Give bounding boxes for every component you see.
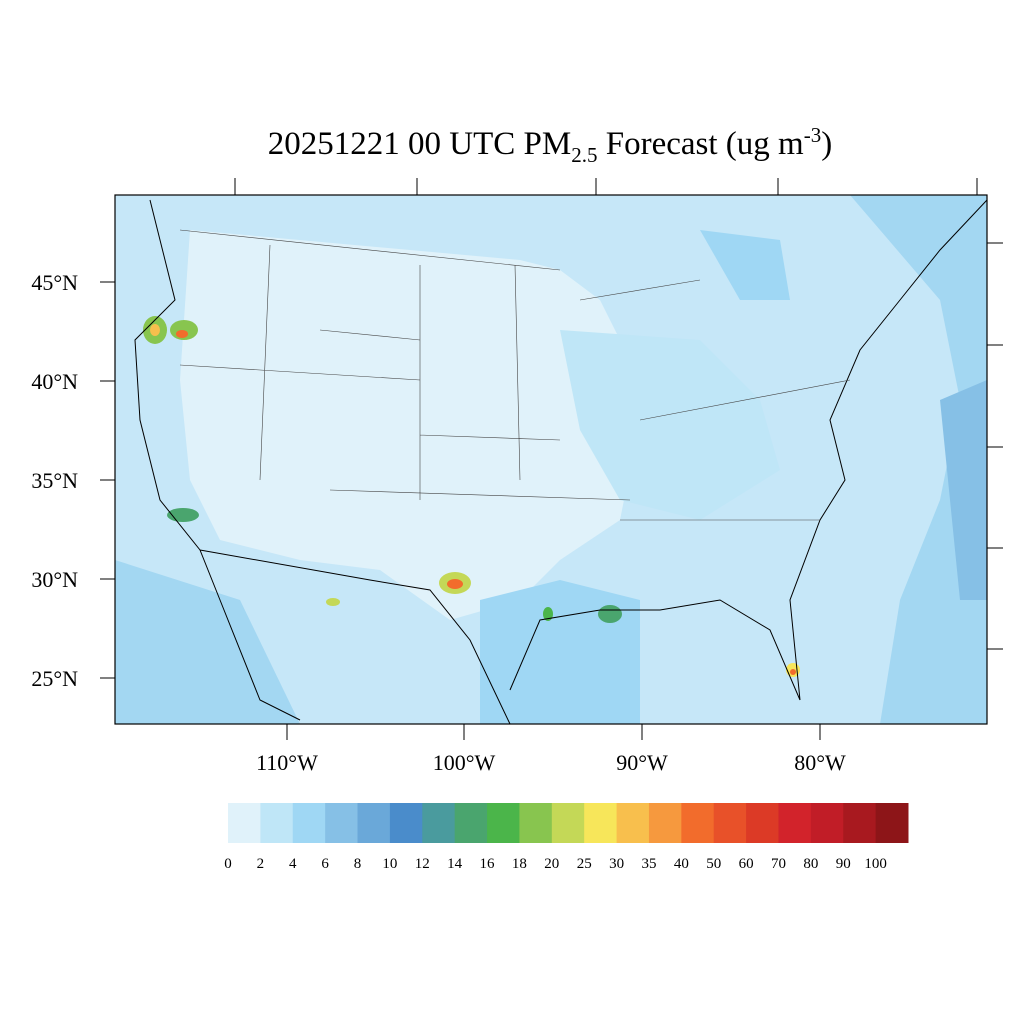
colorbar-label: 2	[257, 856, 265, 872]
lon-label: 80°W	[794, 750, 846, 775]
colorbar-label: 16	[480, 856, 496, 872]
colorbar-label: 70	[771, 856, 786, 872]
colorbar-box	[746, 803, 779, 843]
title-sub: 2.5	[571, 143, 597, 167]
colorbar-box	[519, 803, 553, 843]
lon-label: 100°W	[433, 750, 496, 775]
colorbar-label: 14	[447, 856, 463, 872]
title-end: )	[821, 126, 832, 162]
lat-label: 40°N	[31, 369, 78, 394]
colorbar-label: 30	[609, 856, 624, 872]
colorbar-label: 18	[512, 856, 527, 872]
colorbar-box	[422, 803, 456, 843]
map-field	[115, 195, 987, 724]
colorbar-label: 100	[864, 856, 887, 872]
colorbar-label: 40	[674, 856, 689, 872]
colorbar-box	[584, 803, 618, 843]
colorbar-label: 20	[544, 856, 559, 872]
colorbar-box	[875, 803, 909, 843]
lon-label: 90°W	[616, 750, 668, 775]
colorbar-label: 12	[415, 856, 430, 872]
title-after: Forecast (ug m	[598, 126, 805, 162]
colorbar-box	[228, 803, 261, 843]
colorbar-label: 8	[354, 856, 362, 872]
map-frame	[114, 194, 988, 725]
colorbar-label: 60	[739, 856, 754, 872]
lat-label: 35°N	[31, 468, 78, 493]
title: 20251221 00 UTC PM2.5 Forecast (ug m-3)	[268, 123, 832, 167]
colorbar-box	[713, 803, 747, 843]
colorbar-box	[551, 803, 585, 843]
colorbar: 0 2 4 6 8 10 12 14 16 18 20 25 30 35 40 50 60 70 80 90 100	[224, 803, 909, 872]
axis-labels: 45°N 40°N 35°N 30°N 25°N 110°W 100°W 90°W 80°W	[31, 270, 846, 775]
lat-label: 30°N	[31, 567, 78, 592]
colorbar-box	[389, 803, 423, 843]
colorbar-box	[292, 803, 326, 843]
colorbar-label: 10	[382, 856, 397, 872]
colorbar-box	[778, 803, 812, 843]
colorbar-label: 50	[706, 856, 721, 872]
colorbar-box	[260, 803, 294, 843]
colorbar-label: 35	[641, 856, 656, 872]
colorbar-box	[616, 803, 650, 843]
colorbar-box	[454, 803, 488, 843]
colorbar-label: 90	[836, 856, 851, 872]
colorbar-box	[325, 803, 359, 843]
lon-label: 110°W	[256, 750, 318, 775]
lat-label: 45°N	[31, 270, 78, 295]
colorbar-box	[648, 803, 682, 843]
colorbar-box	[681, 803, 715, 843]
colorbar-label: 6	[321, 856, 329, 872]
map-ticks	[100, 178, 1003, 740]
colorbar-label: 4	[289, 856, 297, 872]
title-sup: -3	[804, 123, 822, 147]
title-main: 20251221 00 UTC PM	[268, 126, 571, 162]
colorbar-box	[843, 803, 877, 843]
colorbar-label: 25	[577, 856, 592, 872]
colorbar-label: 80	[803, 856, 818, 872]
lat-label: 25°N	[31, 666, 78, 691]
colorbar-box	[487, 803, 520, 843]
colorbar-box	[810, 803, 844, 843]
colorbar-box	[357, 803, 391, 843]
colorbar-label: 0	[224, 856, 232, 872]
